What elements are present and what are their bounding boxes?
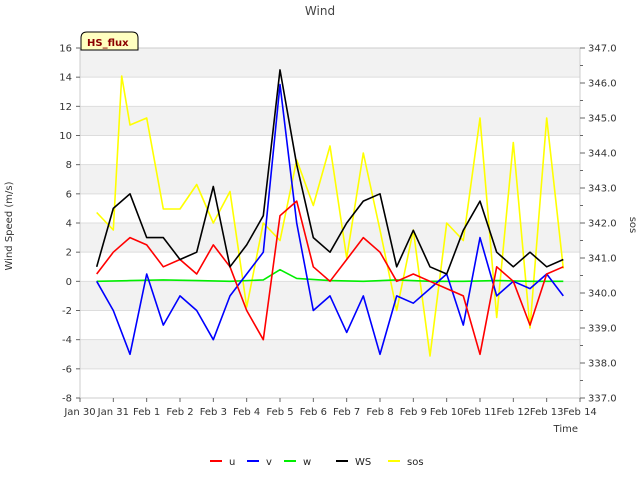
y-tick-label: 14 <box>59 73 72 84</box>
series-line-w <box>96 268 564 283</box>
legend-label-w: w <box>303 457 311 468</box>
x-tick-label: Feb 7 <box>333 407 360 418</box>
x-tick-label: Feb 5 <box>266 407 293 418</box>
background-band <box>80 48 580 78</box>
x-tick-label: Feb 4 <box>233 407 260 418</box>
legend-label-sos: sos <box>407 457 424 468</box>
background-band <box>80 77 580 107</box>
legend-label-u: u <box>229 457 235 468</box>
x-tick-label: Feb 14 <box>563 407 597 418</box>
y-tick-label: -2 <box>62 306 72 317</box>
x-tick-label: Feb 11 <box>463 407 497 418</box>
x-tick-label: Feb 3 <box>200 407 227 418</box>
y-tick-label: -6 <box>62 364 72 375</box>
y2-tick-label: 347.0 <box>588 44 617 55</box>
series-line-v <box>96 83 564 356</box>
y-tick-label: 16 <box>59 44 72 55</box>
x-axis: Jan 30 Jan 31 Feb 1 Feb 2 Feb 3 Feb 4 Feb 5 Feb… <box>63 398 597 418</box>
y2-tick-label: 339.0 <box>588 324 617 335</box>
y2-axis-title: sos <box>627 217 638 234</box>
x-tick-label: Feb 13 <box>530 407 564 418</box>
y-tick-label: 2 <box>66 248 72 259</box>
x-tick-label: Jan 30 <box>63 407 95 418</box>
y2-tick-label: 340.0 <box>588 289 617 300</box>
x-tick-label: Jan 31 <box>97 407 129 418</box>
y-axis-title: Wind Speed (m/s) <box>4 181 15 270</box>
legend-label-ws: WS <box>355 457 371 468</box>
x-tick-label: Feb 1 <box>133 407 160 418</box>
series-layer <box>95 69 565 357</box>
background-band <box>80 368 580 398</box>
y-tick-label: 10 <box>59 131 72 142</box>
background-band <box>80 164 580 194</box>
y2-tick-label: 346.0 <box>588 79 617 90</box>
series-line-ws <box>95 69 564 275</box>
y-tick-label: 6 <box>66 189 72 200</box>
background-band <box>80 339 580 369</box>
y2-tick-label: 338.0 <box>588 359 617 370</box>
x-tick-label: Feb 10 <box>430 407 464 418</box>
series-line-sos <box>96 75 565 357</box>
right-axis: 337.0 338.0 339.0 340.0 341.0 342.0 343.0 344.0… <box>580 44 617 405</box>
series-line-u <box>96 200 564 356</box>
x-tick-label: Feb 8 <box>366 407 393 418</box>
y-tick-label: 12 <box>59 102 72 113</box>
y-tick-label: -8 <box>62 394 72 405</box>
y2-tick-label: 341.0 <box>588 254 617 265</box>
y2-tick-label: 343.0 <box>588 184 617 195</box>
y-tick-label: 0 <box>66 277 72 288</box>
legend-label-v: v <box>266 457 272 468</box>
y2-tick-label: 344.0 <box>588 149 617 160</box>
chart-title: Wind <box>305 4 335 18</box>
site-label-background <box>80 31 139 51</box>
y2-tick-label: 342.0 <box>588 219 617 230</box>
left-axis: -8 -6 -4 -2 0 2 4 6 8 10 12 14 16 <box>59 44 80 405</box>
background-band <box>80 310 580 340</box>
y2-tick-label: 345.0 <box>588 114 617 125</box>
site-label: HS_flux <box>87 38 129 49</box>
y-tick-label: -4 <box>62 335 72 346</box>
x-tick-label: Feb 2 <box>166 407 193 418</box>
background-band <box>80 106 580 136</box>
background-band <box>80 193 580 223</box>
x-tick-label: Feb 9 <box>400 407 427 418</box>
x-tick-label: Feb 6 <box>300 407 327 418</box>
legend: u v w WS sos <box>210 457 424 468</box>
x-axis-title: Time <box>553 424 578 435</box>
y2-tick-label: 337.0 <box>588 394 617 405</box>
y-tick-label: 8 <box>66 160 72 171</box>
site-label-box: HS_flux <box>80 31 139 51</box>
x-tick-label: Feb 12 <box>497 407 531 418</box>
y-tick-label: 4 <box>66 219 72 230</box>
